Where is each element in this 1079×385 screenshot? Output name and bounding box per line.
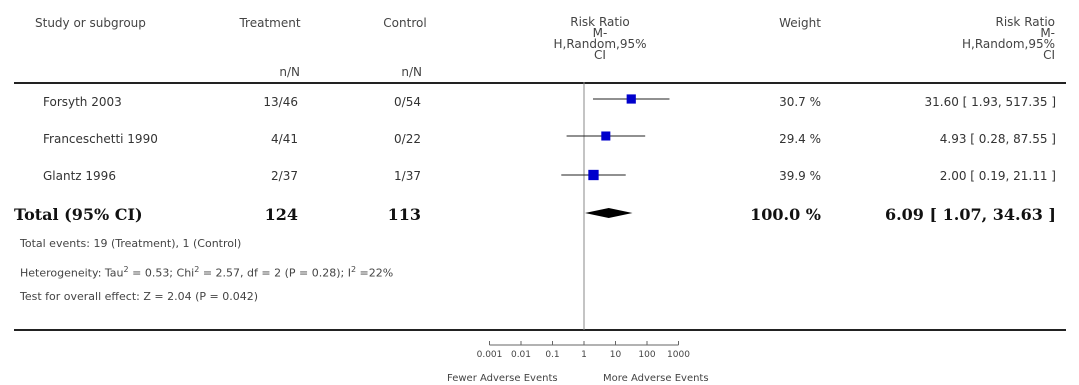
header-treatment: Treatment bbox=[239, 16, 301, 30]
total-control: 113 bbox=[387, 205, 421, 224]
header-rr-text: Risk Ratio M- H,Random,95% CI bbox=[905, 15, 1056, 62]
row-weight: 39.9 % bbox=[779, 169, 821, 183]
axis-left-label: Fewer Adverse Events bbox=[447, 373, 558, 384]
het-part-d: =22% bbox=[356, 266, 394, 280]
study-effect-marker bbox=[588, 169, 599, 181]
x-axis-tick-label: 1000 bbox=[667, 350, 690, 360]
total-weight: 100.0 % bbox=[750, 205, 821, 224]
rr-text-line2: M- bbox=[1040, 26, 1055, 40]
row-treatment: 2/37 bbox=[271, 169, 298, 183]
header-control: Control bbox=[383, 16, 427, 30]
header-treatment-sub: n/N bbox=[279, 65, 300, 79]
row-rr: 2.00 [ 0.19, 21.11 ] bbox=[939, 169, 1056, 183]
rr-text-line1: Risk Ratio bbox=[995, 15, 1056, 29]
x-axis-tick-label: 10 bbox=[610, 350, 622, 360]
rr-plot-line4: CI bbox=[594, 48, 606, 62]
het-sup-2: 2 bbox=[194, 265, 200, 274]
row-control: 0/22 bbox=[394, 132, 421, 146]
header-weight: Weight bbox=[779, 16, 821, 30]
total-rr: 6.09 [ 1.07, 34.63 ] bbox=[884, 205, 1056, 224]
header-rule bbox=[14, 82, 1066, 84]
rr-text-line3: H,Random,95% bbox=[961, 37, 1055, 51]
row-weight: 29.4 % bbox=[779, 132, 821, 146]
rr-text-line4: CI bbox=[1043, 48, 1055, 62]
row-study: Glantz 1996 bbox=[43, 169, 116, 183]
study-effect-marker bbox=[626, 94, 636, 104]
x-axis-tick-label: 100 bbox=[638, 350, 655, 360]
x-axis-tick-label: 0.01 bbox=[511, 350, 531, 360]
total-events-note: Total events: 19 (Treatment), 1 (Control… bbox=[20, 237, 242, 250]
bottom-rule bbox=[14, 329, 1066, 331]
x-axis-tick-label: 0.001 bbox=[477, 350, 503, 360]
het-part-b: = 0.53; Chi bbox=[128, 266, 195, 280]
row-control: 0/54 bbox=[394, 95, 421, 109]
header-rr-plot: Risk Ratio M- H,Random,95% CI bbox=[540, 15, 660, 62]
study-effect-marker bbox=[601, 131, 611, 141]
overall-effect-note: Test for overall effect: Z = 2.04 (P = 0… bbox=[20, 290, 258, 303]
row-treatment: 4/41 bbox=[271, 132, 298, 146]
axis-right-label: More Adverse Events bbox=[603, 373, 709, 384]
row-weight: 30.7 % bbox=[779, 95, 821, 109]
het-part-c: = 2.57, df = 2 (P = 0.28); I bbox=[199, 266, 351, 280]
total-treatment: 124 bbox=[264, 205, 298, 224]
x-axis-tick-label: 0.1 bbox=[545, 350, 559, 360]
rr-plot-line3: H,Random,95% bbox=[553, 37, 647, 51]
x-axis-tick-label: 1 bbox=[581, 350, 587, 360]
het-sup-3: 2 bbox=[350, 265, 357, 274]
total-label: Total (95% CI) bbox=[14, 205, 143, 224]
row-study: Franceschetti 1990 bbox=[43, 132, 158, 146]
het-part-a: Heterogeneity: Tau bbox=[20, 266, 124, 280]
row-study: Forsyth 2003 bbox=[43, 95, 122, 109]
heterogeneity-note: Heterogeneity: Tau2 = 0.53; Chi2 = 2.57,… bbox=[20, 263, 393, 280]
rr-plot-line2: M- bbox=[592, 26, 608, 40]
row-rr: 31.60 [ 1.93, 517.35 ] bbox=[924, 95, 1057, 109]
row-control: 1/37 bbox=[394, 169, 421, 183]
header-control-sub: n/N bbox=[401, 65, 422, 79]
pooled-effect-diamond bbox=[584, 208, 633, 218]
row-rr: 4.93 [ 0.28, 87.55 ] bbox=[939, 132, 1056, 146]
row-treatment: 13/46 bbox=[263, 95, 298, 109]
header-study: Study or subgroup bbox=[35, 16, 146, 30]
het-sup-1: 2 bbox=[123, 265, 129, 274]
rr-plot-line1: Risk Ratio bbox=[570, 15, 630, 29]
